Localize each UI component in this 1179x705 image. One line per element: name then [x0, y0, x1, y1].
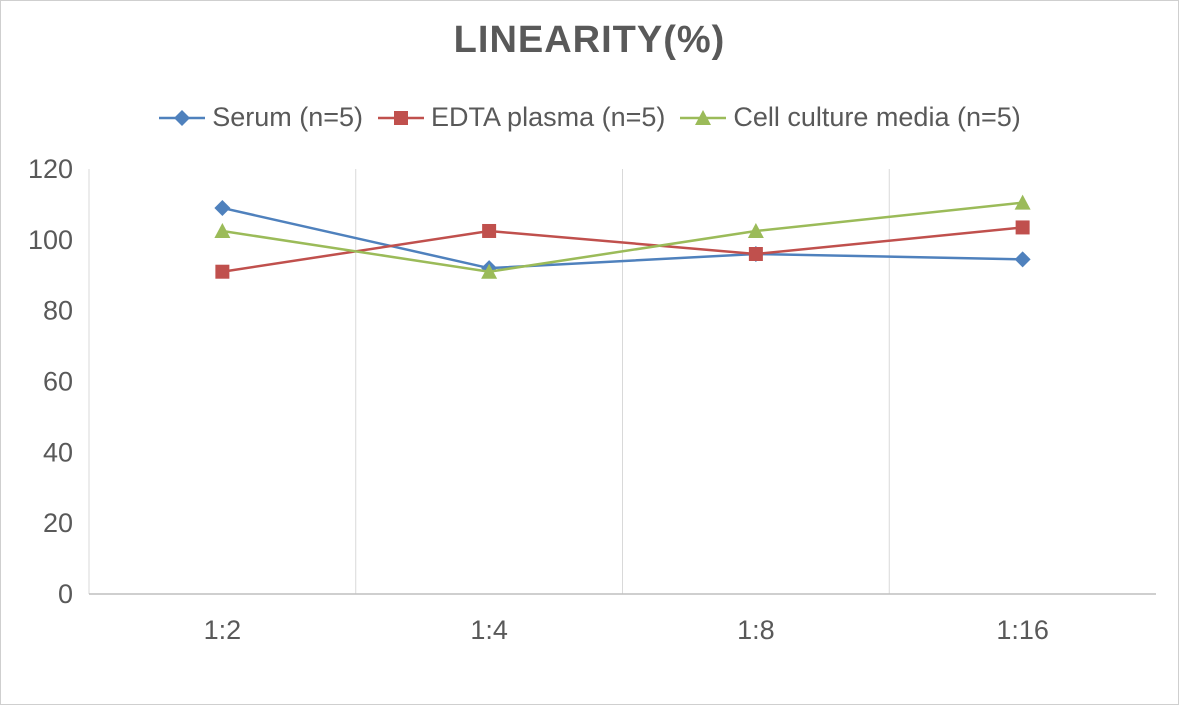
chart-legend: Serum (n=5) EDTA plasma (n=5) Cell culture…	[1, 102, 1178, 133]
data-point-marker	[481, 263, 498, 279]
data-point-marker	[747, 222, 764, 238]
x-category-label: 1:2	[204, 615, 242, 645]
x-category-label: 1:8	[737, 615, 775, 645]
y-tick-label: 120	[28, 154, 73, 184]
x-category-label: 1:16	[996, 615, 1049, 645]
y-tick-label: 80	[43, 296, 73, 326]
legend-label: Serum (n=5)	[212, 102, 364, 132]
y-tick-label: 20	[43, 508, 73, 538]
legend-item-2: Cell culture media (n=5)	[679, 102, 1021, 133]
y-tick-label: 0	[58, 579, 73, 609]
chart-title: LINEARITY(%)	[453, 19, 726, 61]
data-point-marker	[1014, 194, 1031, 210]
diamond-marker-icon	[159, 109, 206, 126]
series-line-2	[222, 201, 1023, 273]
data-point-marker	[748, 247, 763, 261]
legend-label: EDTA plasma (n=5)	[431, 102, 666, 132]
data-point-marker	[214, 199, 231, 216]
legend-item-1: EDTA plasma (n=5)	[377, 102, 665, 133]
data-point-marker	[215, 264, 230, 279]
triangle-marker-icon	[680, 109, 727, 125]
x-category-label: 1:4	[470, 615, 508, 645]
legend-label: Cell culture media (n=5)	[733, 102, 1021, 132]
square-marker-icon	[378, 110, 425, 125]
data-point-marker	[1015, 220, 1030, 235]
legend-item-0: Serum (n=5)	[158, 102, 363, 133]
line-chart: 0 20 40 60 80 100 120 1:2 1:4 1:8 1:16	[28, 154, 1156, 645]
data-point-marker	[1014, 251, 1031, 268]
data-point-marker	[482, 223, 497, 238]
y-tick-label: 60	[43, 367, 73, 397]
data-point-marker	[214, 222, 231, 238]
y-tick-label: 40	[43, 437, 73, 467]
series-line-0	[222, 206, 1023, 270]
y-tick-label: 100	[28, 225, 73, 255]
